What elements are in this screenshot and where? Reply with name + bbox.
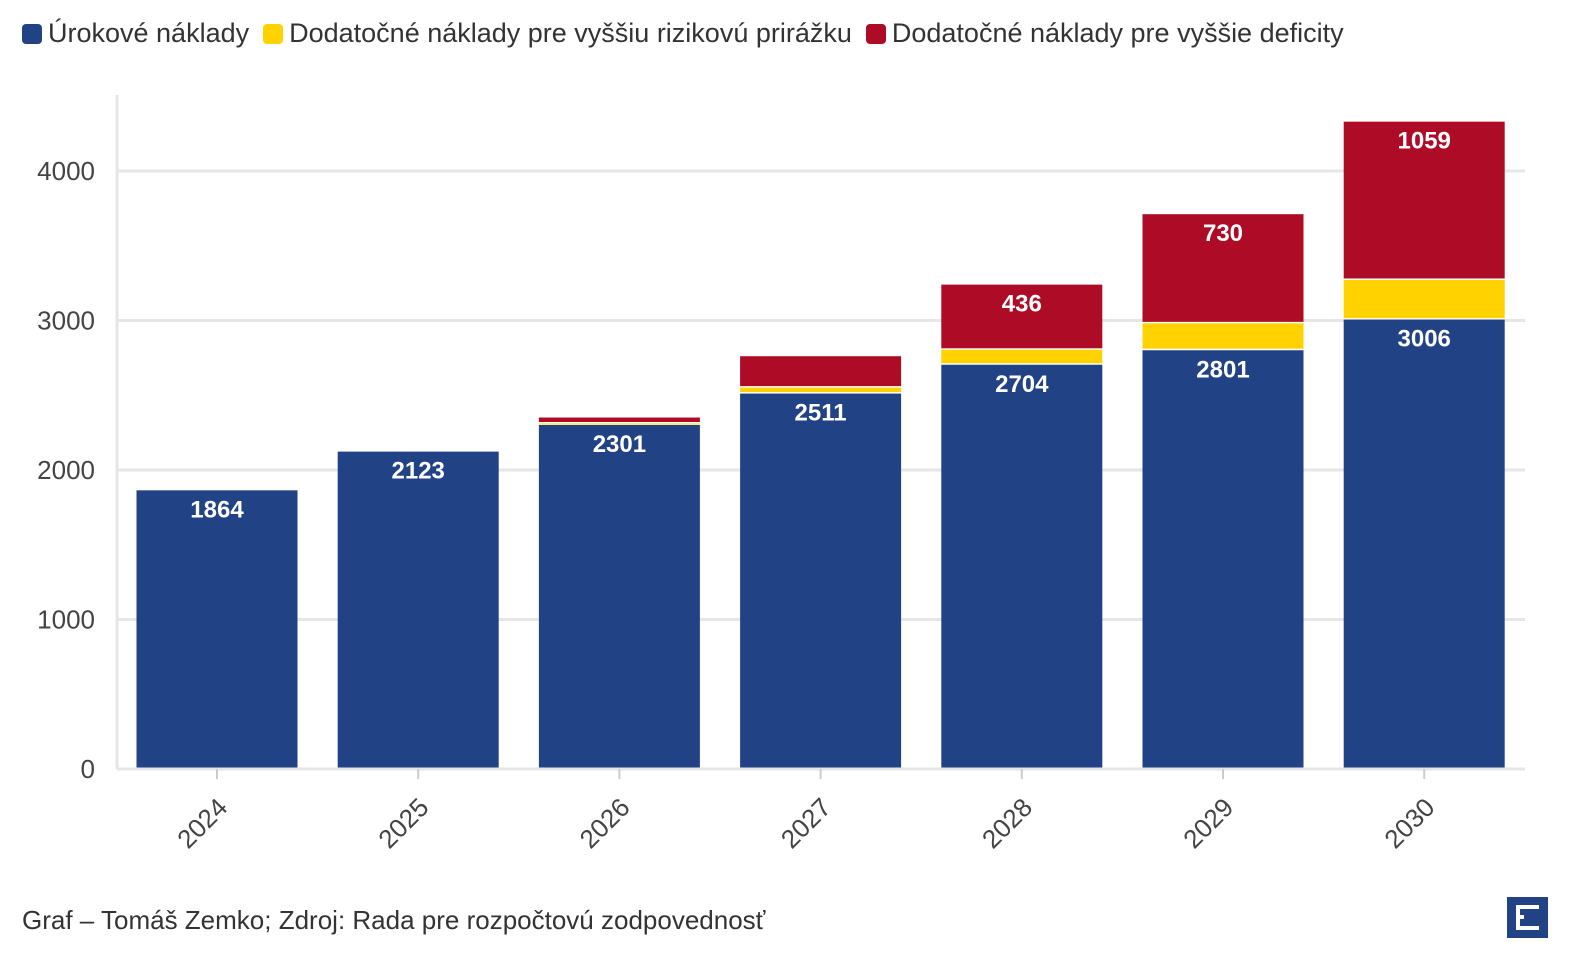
x-tick-label: 2029 <box>1177 792 1239 854</box>
data-label: 2704 <box>995 371 1049 398</box>
data-label: 1864 <box>190 496 244 523</box>
data-label: 2511 <box>795 400 847 427</box>
bar-segment <box>538 425 700 768</box>
x-tick-label: 2024 <box>171 792 233 854</box>
bar-segment <box>1343 279 1505 319</box>
bar-segment <box>1142 214 1304 322</box>
x-tick-label: 2027 <box>775 792 837 854</box>
legend-label: Úrokové náklady <box>48 18 250 48</box>
bar-segment <box>1343 319 1505 768</box>
bar-segment <box>941 364 1103 768</box>
legend-swatch <box>263 23 284 44</box>
data-label: 3006 <box>1398 326 1451 353</box>
legend-label: Dodatočné náklady pre vyššiu rizikovú pr… <box>289 18 852 48</box>
bar-segment <box>740 393 902 768</box>
bar-segment <box>941 284 1103 349</box>
data-label: 1059 <box>1398 128 1451 155</box>
legend-swatch <box>865 23 886 44</box>
bar-segment <box>740 356 902 387</box>
legend-swatch <box>22 23 42 44</box>
y-tick-label: 2000 <box>37 455 95 485</box>
bar-segment <box>136 490 298 768</box>
bar-segment <box>538 417 700 423</box>
bar-segment <box>1142 323 1304 349</box>
y-tick-label: 4000 <box>37 156 95 186</box>
legend-item[interactable]: Dodatočné náklady pre vyššiu rizikovú pr… <box>263 18 852 49</box>
bar-segment <box>740 387 902 393</box>
x-tick-label: 2028 <box>976 792 1038 854</box>
data-label: 2801 <box>1196 356 1249 383</box>
x-tick-label: 2025 <box>372 792 434 854</box>
data-label: 436 <box>1002 291 1042 318</box>
bar-segment <box>941 349 1103 364</box>
data-label: 730 <box>1203 220 1243 247</box>
bar-segment <box>1142 350 1304 768</box>
bar-segment <box>337 451 499 768</box>
legend-item[interactable]: Dodatočné náklady pre vyššie deficity <box>865 18 1344 49</box>
y-tick-label: 1000 <box>37 605 95 635</box>
y-tick-label: 3000 <box>37 306 95 336</box>
x-tick-label: 2026 <box>574 792 636 854</box>
legend-item[interactable]: Úrokové náklady <box>22 18 249 49</box>
data-label: 2301 <box>593 431 646 458</box>
y-tick-label: 0 <box>81 754 95 784</box>
legend-label: Dodatočné náklady pre vyššie deficity <box>891 18 1344 48</box>
source-note: Graf – Tomáš Zemko; Zdroj: Rada pre rozp… <box>22 905 766 935</box>
bar-segment <box>538 423 700 425</box>
legend: Úrokové náklady Dodatočné náklady pre vyš… <box>22 18 1344 49</box>
x-tick-label: 2030 <box>1378 792 1440 854</box>
logo-icon <box>1507 897 1548 938</box>
data-label: 2123 <box>392 458 445 485</box>
bar-segment <box>1343 121 1505 279</box>
